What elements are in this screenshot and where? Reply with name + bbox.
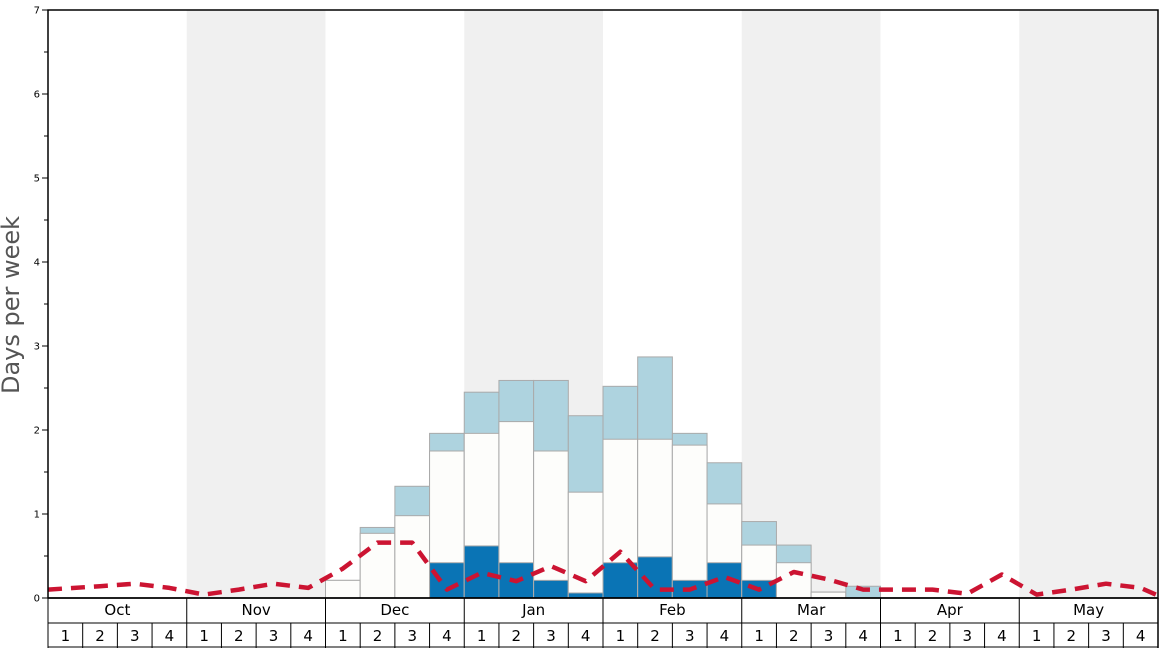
dashed-line [47,540,1159,598]
shade-mar [741,10,881,598]
month-label-feb: Feb [659,601,686,619]
week-label: 4 [442,627,452,645]
week-label: 1 [338,627,348,645]
bar-white-dec-1 [325,579,361,599]
week-label: 3 [407,627,417,645]
shade-nov [186,10,326,598]
week-label: 2 [1067,627,1077,645]
bar-white-feb-3 [671,444,708,599]
bar-dark-blue-dec-4 [429,562,465,599]
month-label-dec: Dec [380,601,409,619]
bar-dark-blue-jan-4 [567,592,604,599]
month-label-nov: Nov [241,601,270,619]
week-label: 2 [512,627,522,645]
bar-dark-blue-jan-3 [533,579,569,599]
shade-may [1019,10,1158,598]
week-label: 4 [720,627,730,645]
bars-group [325,356,881,599]
week-label: 1 [61,627,71,645]
x-axis: Oct 1 2 3 4 Nov 1 2 3 4 Dec 1 2 3 4 Jan 1 2 3 4 Feb 1 2 3 4 Mar 1 2… [47,597,1159,648]
week-label: 2 [95,627,105,645]
week-label: 2 [650,627,660,645]
week-label: 3 [824,627,834,645]
week-label: 1 [754,627,764,645]
month-label-jan: Jan [521,601,545,619]
y-tick-label: 7 [34,6,40,17]
bar-white-mar-3 [810,591,847,599]
month-label-apr: Apr [937,601,964,619]
month-shading [186,10,1158,598]
y-tick-label: 5 [34,174,40,185]
week-label: 2 [789,627,799,645]
y-tick-label: 4 [34,258,40,269]
month-label-may: May [1073,601,1104,619]
week-label: 3 [685,627,695,645]
dashed-line-group [47,540,1159,598]
week-label: 2 [234,627,244,645]
week-label: 1 [616,627,626,645]
bar-dark-blue-jan-1 [463,545,500,599]
week-label: 3 [546,627,556,645]
week-label: 4 [1136,627,1146,645]
week-label: 2 [928,627,938,645]
y-tick-label: 6 [34,90,40,101]
bar-white-jan-3 [533,450,569,599]
y-tick-label: 3 [34,342,40,353]
y-axis: 0 1 2 3 4 5 6 7 [34,6,48,605]
week-label: 4 [858,627,868,645]
week-label: 3 [269,627,279,645]
y-tick-label: 2 [34,426,40,437]
y-tick-label: 1 [34,510,40,521]
week-label: 2 [373,627,383,645]
week-label: 3 [962,627,972,645]
y-axis-title: Days per week [0,216,25,394]
week-label: 4 [581,627,591,645]
y-tick-label: 0 [34,594,40,605]
week-label: 1 [1032,627,1042,645]
week-label: 4 [165,627,175,645]
week-label: 1 [199,627,209,645]
month-label-oct: Oct [104,601,130,619]
week-label: 3 [130,627,140,645]
week-label: 1 [477,627,487,645]
month-label-mar: Mar [797,601,826,619]
week-label: 3 [1101,627,1111,645]
week-label: 4 [303,627,313,645]
week-label: 1 [893,627,903,645]
week-label: 4 [997,627,1007,645]
